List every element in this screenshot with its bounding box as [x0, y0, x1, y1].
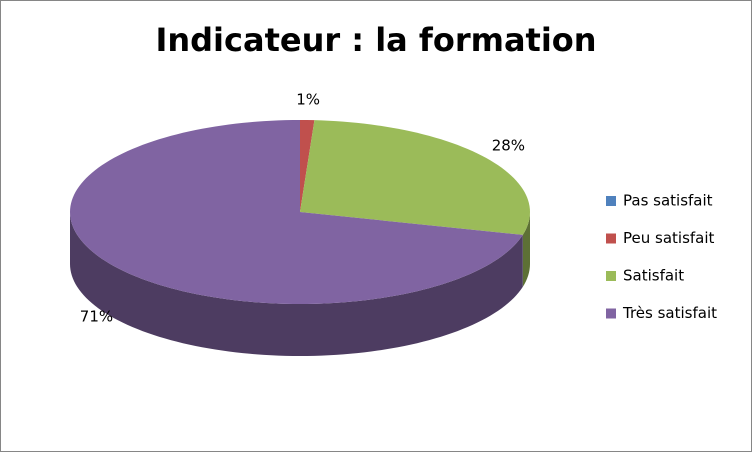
- data-label: 71%: [80, 308, 113, 326]
- legend-label: Peu satisfait: [623, 229, 715, 247]
- legend-swatch: [606, 308, 616, 319]
- legend-label: Très satisfait: [622, 304, 717, 322]
- slice-side: [70, 212, 523, 356]
- legend-swatch: [606, 271, 616, 281]
- pie-slice: [70, 120, 523, 304]
- data-label: 28%: [492, 137, 525, 155]
- legend-swatch: [606, 196, 616, 206]
- pie-slice: [300, 120, 315, 212]
- legend-label: Satisfait: [623, 267, 684, 285]
- data-label: 1%: [296, 90, 320, 108]
- chart-title: Indicateur : la formation: [155, 21, 596, 59]
- pie-slice: [300, 120, 530, 235]
- slice-side: [522, 212, 530, 287]
- legend-label: Pas satisfait: [623, 192, 713, 210]
- legend-swatch: [606, 233, 616, 244]
